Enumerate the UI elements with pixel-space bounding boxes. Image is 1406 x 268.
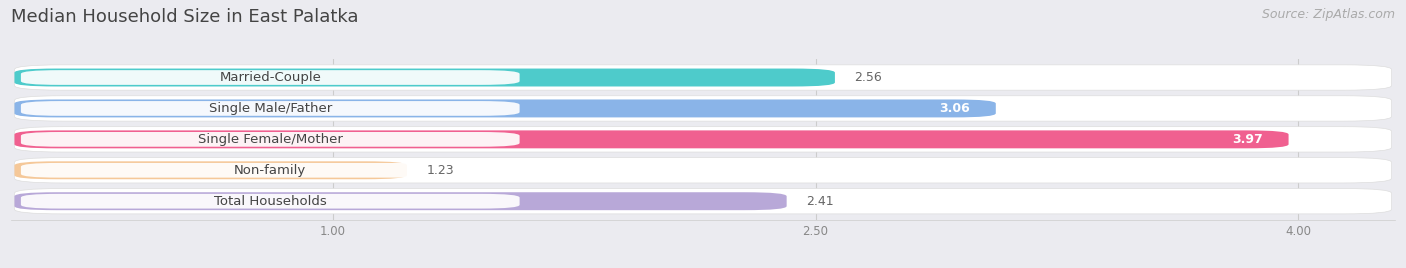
Text: 2.41: 2.41: [806, 195, 834, 208]
FancyBboxPatch shape: [14, 69, 835, 87]
FancyBboxPatch shape: [21, 194, 520, 209]
Text: 1.23: 1.23: [426, 164, 454, 177]
FancyBboxPatch shape: [14, 131, 1288, 148]
Text: Non-family: Non-family: [235, 164, 307, 177]
Text: Median Household Size in East Palatka: Median Household Size in East Palatka: [11, 8, 359, 26]
Text: Married-Couple: Married-Couple: [219, 71, 321, 84]
Text: 3.97: 3.97: [1232, 133, 1263, 146]
Text: 3.06: 3.06: [939, 102, 970, 115]
FancyBboxPatch shape: [14, 161, 406, 179]
FancyBboxPatch shape: [14, 158, 1392, 183]
FancyBboxPatch shape: [14, 188, 1392, 214]
FancyBboxPatch shape: [14, 65, 1392, 90]
Text: Total Households: Total Households: [214, 195, 326, 208]
FancyBboxPatch shape: [14, 192, 786, 210]
Text: Single Male/Father: Single Male/Father: [208, 102, 332, 115]
FancyBboxPatch shape: [21, 70, 520, 85]
FancyBboxPatch shape: [21, 132, 520, 147]
Text: 2.56: 2.56: [855, 71, 882, 84]
FancyBboxPatch shape: [14, 96, 1392, 121]
Text: Source: ZipAtlas.com: Source: ZipAtlas.com: [1261, 8, 1395, 21]
Text: Single Female/Mother: Single Female/Mother: [198, 133, 343, 146]
FancyBboxPatch shape: [21, 163, 520, 178]
FancyBboxPatch shape: [21, 101, 520, 116]
FancyBboxPatch shape: [14, 127, 1392, 152]
FancyBboxPatch shape: [14, 99, 995, 117]
